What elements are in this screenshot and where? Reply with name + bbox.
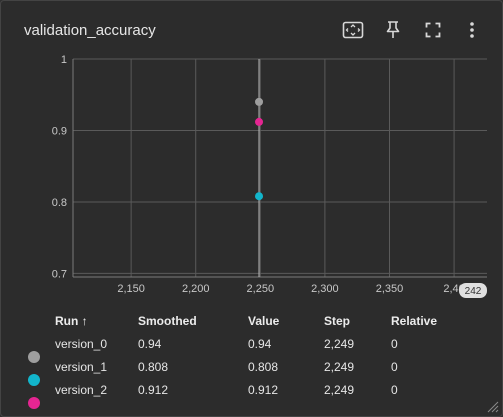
smoothed-value: 0.808 [138, 360, 169, 374]
raw-value: 0.912 [248, 383, 279, 397]
y-tick-label: 0.8 [52, 197, 67, 209]
run-color-dot [28, 351, 40, 363]
run-name: version_0 [55, 337, 108, 351]
step-value: 2,249 [324, 360, 355, 374]
data-point-version_2[interactable] [255, 117, 264, 126]
x-tick-label: 2,350 [376, 283, 404, 295]
fullscreen-button[interactable] [420, 17, 446, 43]
chart-svg[interactable]: 2,150 2,200 2,250 2,300 2,350 2,400.70.80.912… [1, 51, 502, 307]
data-point-version_1[interactable] [255, 192, 264, 201]
fit-domain-icon [342, 21, 364, 39]
pin-button[interactable] [380, 17, 406, 43]
run-name: version_1 [55, 360, 108, 374]
chart-title: validation_accuracy [24, 22, 156, 39]
more-vert-icon [469, 21, 475, 39]
x-range-end-badge [459, 283, 487, 298]
raw-value: 0.94 [248, 337, 272, 351]
column-header-run[interactable]: Run ↑ [55, 314, 88, 328]
pin-icon [385, 20, 401, 40]
smoothed-value: 0.94 [138, 337, 162, 351]
y-tick-label: 1 [61, 54, 67, 66]
column-header-value[interactable]: Value [248, 314, 280, 328]
x-tick-label: 2,200 [182, 283, 210, 295]
run-color-dot [28, 397, 40, 409]
column-header-step[interactable]: Step [324, 314, 351, 328]
card-header: validation_accuracy [1, 1, 502, 57]
x-range-end-label: 242 [465, 286, 482, 297]
fullscreen-icon [425, 22, 441, 38]
table-row[interactable]: version_1 0.808 0.808 2,249 0 [1, 357, 502, 386]
column-header-smoothed[interactable]: Smoothed [138, 314, 197, 328]
smoothed-value: 0.912 [138, 383, 169, 397]
run-name: version_2 [55, 383, 108, 397]
column-header-relative[interactable]: Relative [391, 314, 438, 328]
step-value: 2,249 [324, 337, 355, 351]
fit-domain-button[interactable] [340, 17, 366, 43]
chart-area[interactable]: 2,150 2,200 2,250 2,300 2,350 2,40 0.7 0.8 0.9 1 2… [1, 51, 502, 307]
raw-value: 0.808 [248, 360, 279, 374]
y-tick-label: 0.9 [52, 125, 67, 137]
step-value: 2,249 [324, 383, 355, 397]
more-options-button[interactable] [459, 17, 485, 43]
relative-value: 0 [391, 360, 398, 374]
y-tick-label: 0.7 [52, 268, 67, 280]
table-row[interactable]: version_2 0.912 0.912 2,249 0 [1, 380, 502, 409]
x-tick-label: 2,250 [247, 283, 275, 295]
data-point-version_0[interactable] [255, 97, 264, 106]
relative-value: 0 [391, 337, 398, 351]
resize-handle-icon[interactable] [485, 399, 499, 413]
relative-value: 0 [391, 383, 398, 397]
table-row[interactable]: version_0 0.94 0.94 2,249 0 [1, 334, 502, 363]
x-tick-label: 2,150 [117, 283, 145, 295]
x-tick-label: 2,300 [311, 283, 339, 295]
run-color-dot [28, 374, 40, 386]
